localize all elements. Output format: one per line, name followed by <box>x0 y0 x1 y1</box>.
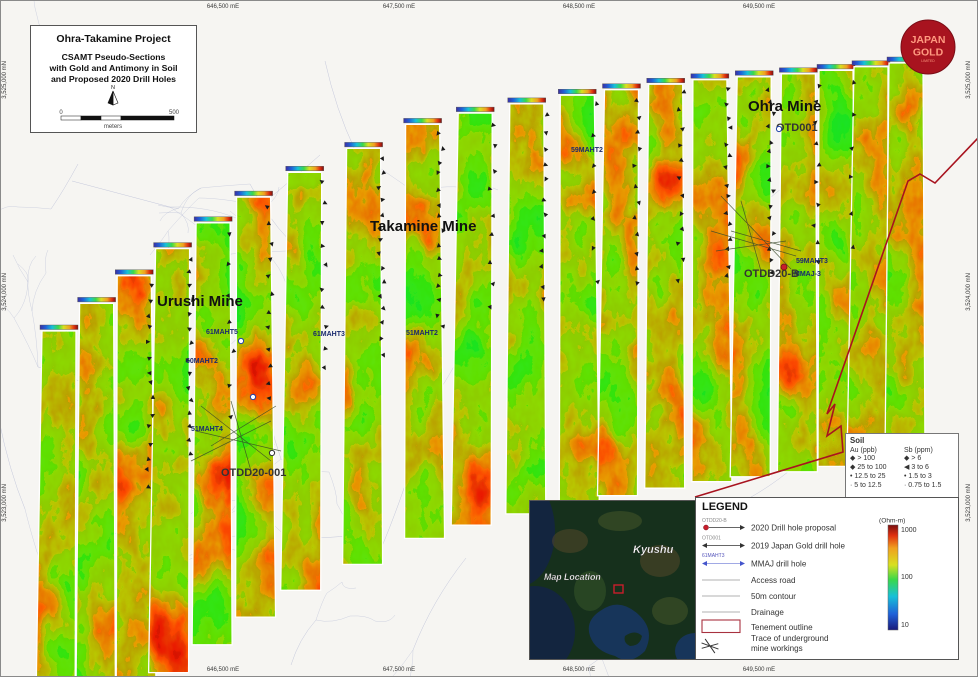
svg-text:MMAJ drill hole: MMAJ drill hole <box>751 560 807 569</box>
svg-text:50m contour: 50m contour <box>751 592 796 601</box>
svg-text:2020 Drill hole proposal: 2020 Drill hole proposal <box>751 524 836 533</box>
svg-text:Map Location: Map Location <box>544 572 601 582</box>
svg-text:Tenement outline: Tenement outline <box>751 623 813 632</box>
svg-text:1000: 1000 <box>901 527 917 534</box>
svg-text:OTD001: OTD001 <box>702 536 721 542</box>
svg-text:500: 500 <box>169 110 180 116</box>
svg-text:GOLD: GOLD <box>913 47 944 59</box>
svg-text:OTDD20-B: OTDD20-B <box>702 518 727 524</box>
svg-text:Kyushu: Kyushu <box>633 544 674 556</box>
svg-text:100: 100 <box>901 574 913 581</box>
svg-text:(Ohm-m): (Ohm-m) <box>879 518 905 525</box>
svg-text:10: 10 <box>901 622 909 629</box>
svg-text:mine workings: mine workings <box>751 644 803 653</box>
svg-text:Access road: Access road <box>751 576 796 585</box>
svg-text:meters: meters <box>104 124 122 128</box>
svg-text:LIMITED: LIMITED <box>921 59 935 63</box>
svg-text:JAPAN: JAPAN <box>911 34 946 46</box>
svg-text:61MAHT3: 61MAHT3 <box>702 553 725 559</box>
svg-text:Trace of underground: Trace of underground <box>751 634 829 643</box>
svg-text:N: N <box>111 85 115 91</box>
svg-text:2019 Japan Gold drill hole: 2019 Japan Gold drill hole <box>751 542 846 551</box>
svg-text:0: 0 <box>59 110 63 116</box>
svg-text:Drainage: Drainage <box>751 608 784 617</box>
